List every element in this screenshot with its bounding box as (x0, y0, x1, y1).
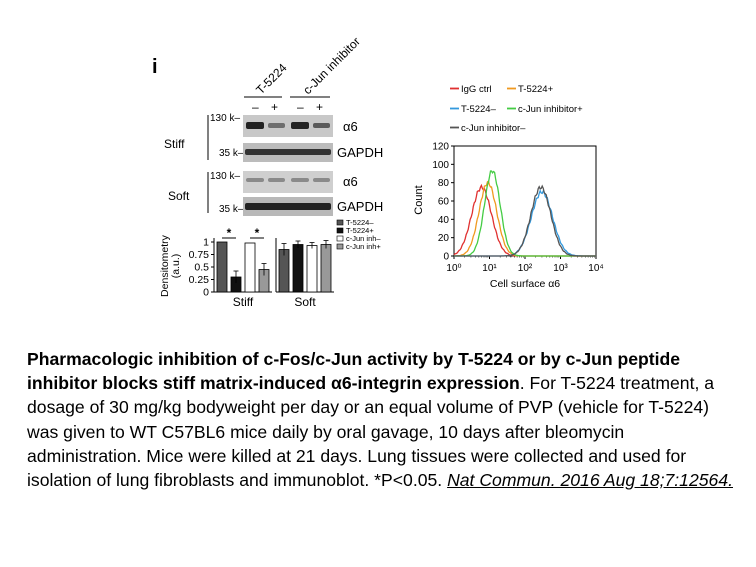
caption-body: For T-5224 treatment, a dosage of 30 mg/… (27, 373, 715, 491)
bar (244, 242, 256, 293)
flow-x-tick-label: 10⁴ (588, 263, 603, 274)
bar-legend-label: T-5224+ (346, 226, 374, 235)
flow-y-tick-label: 60 (438, 197, 450, 208)
densitometry-bar-chart: 10.750.50.250 Densitometry (a.u.) Stiff Soft… (159, 218, 381, 309)
flow-histogram-chart: 0 20 40 60 80 100 120 10⁰ 10¹ 10² 10³ 10⁴ Cell surfa… (413, 84, 604, 290)
condition-label-stiff: Stiff (164, 137, 185, 151)
flow-x-tick-label: 10⁰ (446, 263, 461, 274)
bar-y-tick-label: 0.75 (189, 249, 210, 261)
figure-panel: i T-5224 c-Jun inhibitor – + – + Stiff S… (152, 34, 604, 309)
bar-y-tick-label: 1 (203, 237, 209, 249)
flow-legend-label: c-Jun inhibitor+ (518, 104, 583, 115)
flow-y-tick-label: 20 (438, 233, 450, 244)
flow-legend-label: T-5224– (461, 104, 497, 115)
flow-y-tick-label: 120 (432, 142, 449, 153)
band-label-a6: α6 (343, 119, 358, 134)
marker-label: 35 k– (219, 148, 244, 159)
significance-marker: * (227, 226, 232, 240)
caption-title-end: . (519, 373, 525, 394)
marker-label: 35 k– (219, 204, 244, 215)
caption-title: Pharmacologic inhibition of c-Fos/c-Jun … (27, 349, 681, 394)
flow-series-line (454, 180, 596, 257)
bar-y-tick-label: 0.25 (189, 274, 210, 286)
blot-strip-stiff-gapdh (243, 143, 333, 162)
bar (306, 245, 318, 293)
flow-y-label: Count (413, 185, 425, 214)
marker-label: 130 k– (210, 171, 240, 182)
flow-x-tick-label: 10³ (553, 263, 568, 274)
bar-legend-swatch (336, 227, 344, 234)
flow-x-label: Cell surface α6 (490, 278, 560, 290)
bar-legend-label: c-Jun inh– (346, 234, 381, 243)
flow-legend-label: IgG ctrl (461, 84, 492, 95)
flow-series-line (454, 184, 596, 257)
blot-header-t5224: T-5224 (253, 61, 290, 98)
bar-legend-label: c-Jun inh+ (346, 242, 381, 251)
band-label-gapdh: GAPDH (337, 199, 383, 214)
bar-y-tick-label: 0 (203, 287, 209, 299)
bar-legend-label: T-5224– (346, 218, 374, 227)
lane-sign: + (271, 100, 278, 114)
flow-legend-label: c-Jun inhibitor– (461, 123, 526, 134)
blot-header-cjun: c-Jun inhibitor (300, 34, 363, 97)
bar-category-label: Stiff (233, 295, 254, 309)
bar-y-label: Densitometry (159, 234, 171, 297)
bar-legend-swatch (336, 219, 344, 226)
bar-category-label: Soft (294, 295, 316, 309)
band-label-gapdh: GAPDH (337, 145, 383, 160)
bar-legend-swatch (336, 235, 344, 242)
bar (320, 244, 332, 293)
lane-sign: + (316, 100, 323, 114)
panel-label: i (152, 56, 158, 78)
blot-strip-stiff-a6 (243, 115, 333, 137)
figure-svg: i T-5224 c-Jun inhibitor – + – + Stiff S… (152, 34, 604, 309)
bar (216, 241, 228, 293)
lane-sign: – (297, 100, 304, 114)
band-label-a6: α6 (343, 174, 358, 189)
bar-y-tick-label: 0.5 (194, 262, 209, 274)
flow-y-tick-label: 40 (438, 215, 450, 226)
flow-series-line (453, 183, 596, 257)
figure-caption: Pharmacologic inhibition of c-Fos/c-Jun … (27, 347, 742, 492)
bar (292, 244, 304, 293)
flow-legend-label: T-5224+ (518, 84, 554, 95)
caption-reference-link[interactable]: Nat Commun. 2016 Aug 18;7:12564. (447, 470, 733, 491)
blot-strip-soft-a6 (243, 171, 333, 193)
flow-y-tick-label: 100 (432, 160, 449, 171)
bar-y-label: (a.u.) (170, 254, 182, 279)
flow-series-line (454, 170, 596, 257)
blot-strip-soft-gapdh (243, 197, 333, 216)
lane-sign: – (252, 100, 259, 114)
significance-marker: * (255, 226, 260, 240)
condition-label-soft: Soft (168, 189, 190, 203)
bar-legend-swatch (336, 243, 344, 250)
flow-x-tick-label: 10² (518, 263, 533, 274)
flow-y-tick-label: 80 (438, 178, 450, 189)
flow-y-tick-label: 0 (443, 252, 449, 263)
flow-x-tick-label: 10¹ (482, 263, 497, 274)
marker-label: 130 k– (210, 113, 240, 124)
bar (278, 249, 290, 293)
